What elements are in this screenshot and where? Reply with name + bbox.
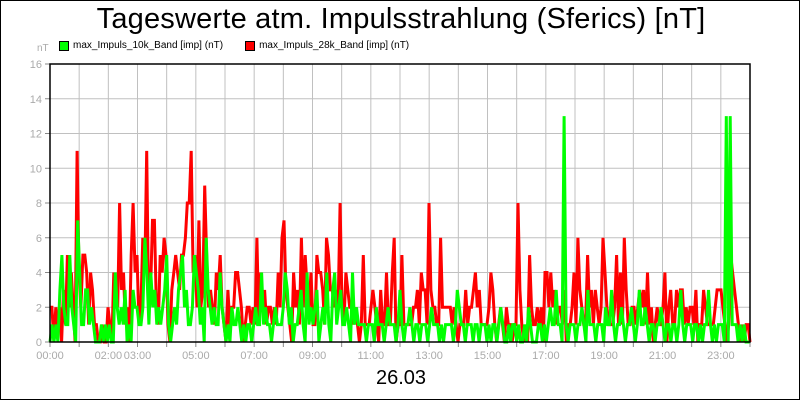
y-tick-label: 10 <box>30 163 42 175</box>
axes: 0 2 4 6 8 10 12 14 16 00:00 02:00 03:00 05:00 07:00 09… <box>30 59 751 362</box>
y-tick-label: 2 <box>36 302 42 314</box>
y-tick-label: 12 <box>30 129 42 141</box>
gridlines <box>50 64 750 342</box>
x-tick-label: 19:00 <box>590 350 618 362</box>
y-tick-label: 8 <box>36 198 42 210</box>
y-tick-label: 4 <box>36 268 42 280</box>
legend-item-10k: max_Impuls_10k_Band [imp] (nT) <box>59 40 223 51</box>
x-tick-label: 13:00 <box>415 350 443 362</box>
data-series <box>48 116 752 344</box>
legend-label-10k: max_Impuls_10k_Band [imp] (nT) <box>73 40 224 51</box>
legend: max_Impuls_10k_Band [imp] (nT) max_Impul… <box>59 40 409 51</box>
x-tick-label: 11:00 <box>357 350 384 362</box>
x-tick-label: 17:00 <box>532 350 560 362</box>
legend-swatch-red <box>245 40 256 51</box>
x-tick-label: 09:00 <box>299 350 327 362</box>
x-tick-label: 05:00 <box>182 350 210 362</box>
x-tick-label: 21:00 <box>649 350 677 362</box>
x-axis-label-date: 26.03 <box>375 367 427 389</box>
series-line-10k <box>48 116 750 344</box>
y-tick-label: 0 <box>36 337 42 349</box>
legend-item-28k: max_Impuls_28k_Band [imp] (nT) <box>245 40 409 51</box>
y-tick-label: 16 <box>30 59 42 71</box>
x-tick-label: 15:00 <box>474 350 502 362</box>
x-tick-label: 00:00 <box>36 350 64 362</box>
chart-title: Tageswerte atm. Impulsstrahlung (Sferics… <box>96 3 706 35</box>
x-tick-label: 03:00 <box>124 350 152 362</box>
plot-border <box>49 63 751 343</box>
y-axis-unit: nT <box>37 43 49 54</box>
legend-swatch-green <box>59 40 69 51</box>
x-tick-label: 07:00 <box>240 350 268 362</box>
x-tick-label: 23:00 <box>707 350 735 362</box>
legend-label-28k: max_Impuls_28k_Band [imp] (nT) <box>259 40 410 51</box>
x-tick-label: 02:00 <box>95 350 123 362</box>
y-tick-label: 14 <box>30 94 42 106</box>
y-tick-label: 6 <box>36 233 42 245</box>
